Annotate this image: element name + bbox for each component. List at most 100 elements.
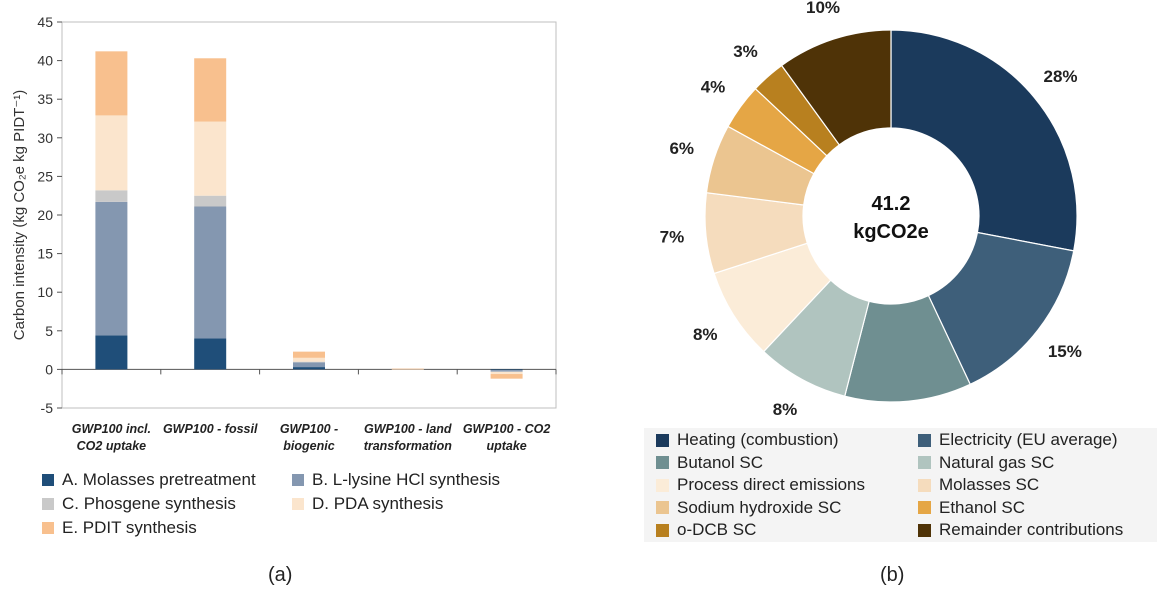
- x-category-label: GWP100 incl.: [72, 422, 151, 436]
- bar-segment: [293, 362, 325, 368]
- legend-swatch: [656, 478, 669, 492]
- legend-item: Molasses SC: [918, 475, 1039, 495]
- legend-swatch: [918, 501, 931, 514]
- bar-segment: [95, 190, 128, 202]
- slice-percent-label: 8%: [693, 325, 718, 344]
- x-category-label: GWP100 - CO2: [463, 422, 551, 436]
- panel-label-b: (b): [880, 564, 905, 586]
- donut-center-label: kgCO2e: [853, 221, 929, 243]
- bar-segment: [391, 368, 424, 370]
- y-tick-label: 25: [37, 168, 53, 184]
- legend-label: Process direct emissions: [677, 475, 866, 494]
- bar-segment: [391, 369, 424, 370]
- slice-percent-label: 6%: [669, 139, 694, 158]
- legend-swatch: [292, 474, 304, 486]
- y-tick-label: 45: [37, 14, 53, 30]
- legend-label: C. Phosgene synthesis: [62, 494, 236, 513]
- legend-item: E. PDIT synthesis: [42, 518, 197, 538]
- donut-chart-legend: Heating (combustion) Electricity (EU aver…: [644, 428, 1157, 542]
- legend-label: Ethanol SC: [939, 497, 1025, 517]
- legend-label: E. PDIT synthesis: [62, 518, 197, 537]
- legend-swatch: [42, 474, 54, 486]
- y-tick-label: 30: [37, 130, 53, 146]
- bar-segment: [194, 206, 227, 339]
- y-tick-label: 5: [45, 323, 53, 339]
- legend-swatch: [918, 478, 931, 492]
- slice-percent-label: 28%: [1043, 67, 1077, 86]
- legend-label: A. Molasses pretreatment: [62, 470, 256, 489]
- slice-percent-label: 3%: [733, 42, 758, 61]
- slice-percent-label: 15%: [1048, 342, 1082, 361]
- bar-segment: [490, 371, 523, 375]
- y-tick-label: 40: [37, 53, 53, 69]
- legend-label: Butanol SC: [677, 452, 763, 472]
- bar-segment: [95, 51, 128, 116]
- bar-segment: [95, 335, 128, 370]
- bar-segment: [194, 121, 227, 196]
- legend-item: Remainder contributions: [918, 520, 1123, 540]
- legend-item: C. Phosgene synthesis: [42, 494, 236, 514]
- legend-item: Electricity (EU average): [918, 430, 1118, 450]
- slice-percent-label: 10%: [806, 0, 840, 17]
- plot-frame: [61, 21, 557, 409]
- legend-item: Butanol SC: [656, 453, 763, 473]
- legend-label: Electricity (EU average): [939, 430, 1118, 449]
- donut-slice: [780, 29, 892, 146]
- x-category-label: GWP100 - land: [364, 422, 452, 436]
- panel-label-a: (a): [268, 564, 293, 586]
- legend-label: Natural gas SC: [939, 452, 1055, 472]
- legend-label: Heating (combustion): [677, 430, 839, 449]
- bar-segment: [490, 370, 523, 372]
- legend-label: Sodium hydroxide SC: [677, 497, 842, 517]
- x-category-label: transformation: [364, 439, 453, 453]
- legend-item: Natural gas SC: [918, 453, 1054, 473]
- x-category-label: GWP100 -: [280, 422, 338, 436]
- donut-center-label: 41.2: [872, 193, 911, 215]
- y-tick-label: 10: [37, 284, 53, 300]
- x-category-label: CO2 uptake: [77, 439, 147, 453]
- y-axis-label: Carbon intensity (kg CO₂e kg PIDT⁻¹): [11, 90, 28, 340]
- bar-segment: [194, 195, 227, 207]
- legend-label: o-DCB SC: [677, 520, 757, 539]
- x-category-label: biogenic: [283, 439, 334, 453]
- y-tick-label: 15: [37, 246, 53, 262]
- slice-percent-label: 7%: [660, 228, 685, 247]
- legend-swatch: [656, 433, 669, 447]
- donut-slice: [927, 231, 1075, 386]
- legend-item: Sodium hydroxide SC: [656, 498, 841, 518]
- legend-swatch: [292, 498, 304, 510]
- legend-item: A. Molasses pretreatment: [42, 470, 256, 490]
- bar-segment: [95, 201, 128, 336]
- legend-swatch: [656, 501, 669, 514]
- legend-swatch: [42, 522, 54, 534]
- slice-percent-label: 8%: [773, 400, 798, 419]
- legend-item: Heating (combustion): [656, 430, 839, 450]
- y-tick-label: 35: [37, 91, 53, 107]
- legend-label: Remainder contributions: [939, 520, 1124, 539]
- y-tick-label: 0: [45, 361, 53, 377]
- legend-item: D. PDA synthesis: [292, 494, 443, 514]
- bar-segment: [293, 367, 325, 370]
- legend-swatch: [918, 433, 931, 447]
- legend-swatch: [656, 456, 669, 469]
- bar-segment: [293, 351, 325, 358]
- legend-swatch: [656, 523, 669, 537]
- y-tick-label: 20: [37, 207, 53, 223]
- bar-segment: [293, 357, 325, 362]
- stacked-bar-chart: -5 0 5 10 15 20 25 30 35 40 45 Carbon intensity (kg…: [11, 14, 557, 453]
- bar-segment: [490, 369, 523, 371]
- legend-swatch: [918, 523, 931, 537]
- bar-segment: [490, 374, 523, 379]
- y-tick-label: -5: [41, 400, 54, 416]
- legend-swatch: [42, 498, 54, 510]
- legend-item: Ethanol SC: [918, 498, 1025, 518]
- legend-label: D. PDA synthesis: [312, 494, 444, 513]
- bar-segment: [194, 338, 227, 370]
- bar-segment: [95, 115, 128, 191]
- legend-item: o-DCB SC: [656, 520, 756, 540]
- bar-segment: [194, 58, 227, 122]
- donut-slice: [890, 29, 1078, 252]
- legend-item: Process direct emissions: [656, 475, 865, 495]
- legend-label: Molasses SC: [939, 475, 1040, 494]
